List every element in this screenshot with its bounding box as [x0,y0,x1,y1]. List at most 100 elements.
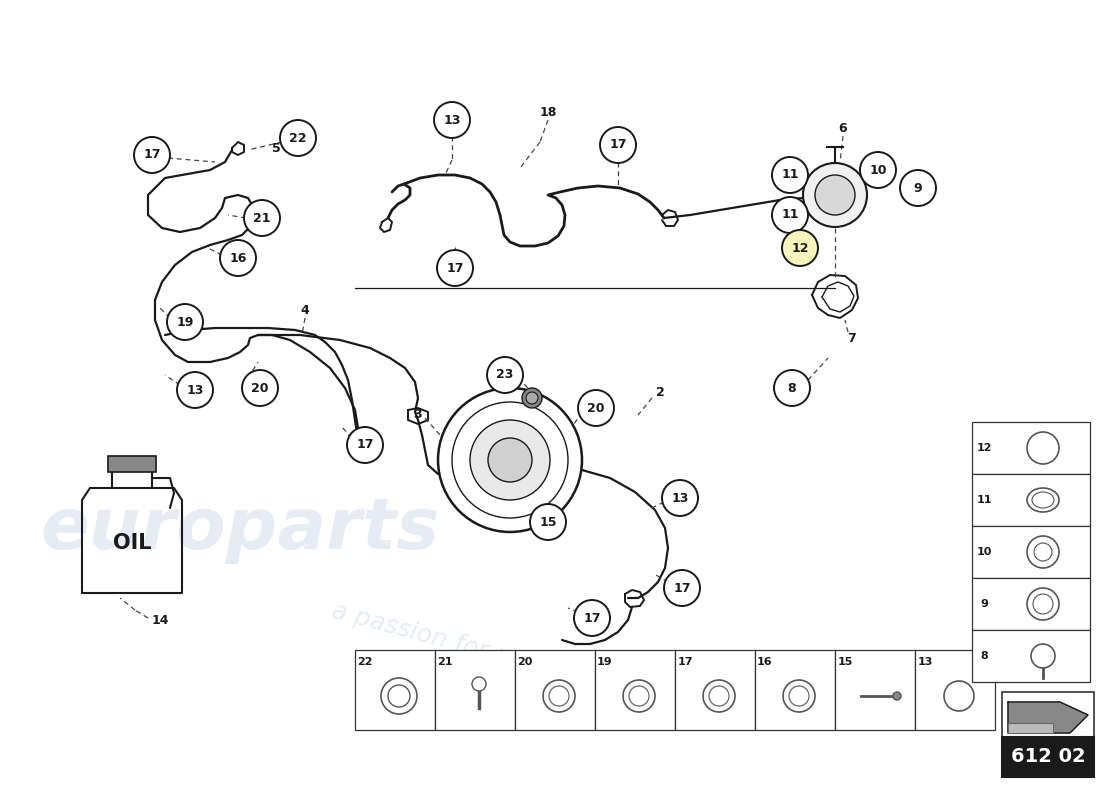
Bar [835,650,915,730]
Bar [1002,692,1094,737]
Text: 17: 17 [678,657,693,667]
Bar [1002,737,1094,777]
Text: 22: 22 [358,657,373,667]
Circle shape [526,392,538,404]
Text: 17: 17 [583,611,601,625]
Text: 13: 13 [917,657,933,667]
Circle shape [543,680,575,712]
Circle shape [600,127,636,163]
Bar [972,422,1090,474]
Text: europarts: europarts [41,495,440,565]
Text: 16: 16 [229,251,246,265]
Bar [972,474,1090,526]
Text: 22: 22 [289,131,307,145]
Text: 20: 20 [517,657,532,667]
Circle shape [803,163,867,227]
Bar [108,456,156,472]
Circle shape [244,200,280,236]
Text: 15: 15 [837,657,852,667]
Text: a passion for parts since: a passion for parts since [329,598,631,702]
Text: 12: 12 [791,242,808,254]
Text: 21: 21 [438,657,453,667]
Circle shape [1027,536,1059,568]
Circle shape [549,686,569,706]
Text: 23: 23 [496,369,514,382]
Text: 18: 18 [539,106,557,118]
Circle shape [703,680,735,712]
Text: 4: 4 [300,303,309,317]
Circle shape [167,304,204,340]
Text: 17: 17 [447,262,464,274]
Circle shape [280,120,316,156]
Text: 17: 17 [609,138,627,151]
Circle shape [177,372,213,408]
Text: 6: 6 [838,122,847,134]
Circle shape [783,680,815,712]
Text: 8: 8 [980,651,988,661]
Circle shape [1034,543,1052,561]
Circle shape [774,370,810,406]
Circle shape [772,197,808,233]
Circle shape [438,388,582,532]
Ellipse shape [1027,488,1059,512]
Circle shape [437,250,473,286]
Circle shape [434,102,470,138]
Circle shape [488,438,532,482]
Circle shape [860,152,896,188]
Circle shape [530,504,566,540]
Text: 13: 13 [186,383,204,397]
Circle shape [1033,594,1053,614]
Circle shape [346,427,383,463]
Text: 20: 20 [587,402,605,414]
Text: 5: 5 [272,142,280,154]
Text: 14: 14 [152,614,168,626]
Text: 17: 17 [673,582,691,594]
Bar [515,650,595,730]
Circle shape [574,600,611,636]
Text: 8: 8 [788,382,796,394]
Text: 3: 3 [414,409,422,422]
Text: 17: 17 [356,438,374,451]
Text: 15: 15 [539,515,557,529]
Circle shape [472,677,486,691]
Circle shape [1031,644,1055,668]
Text: 10: 10 [869,163,887,177]
Circle shape [487,357,522,393]
Circle shape [815,175,855,215]
Circle shape [134,137,170,173]
Text: 17: 17 [143,149,161,162]
Circle shape [1027,588,1059,620]
Bar [595,650,675,730]
Circle shape [900,170,936,206]
Circle shape [578,390,614,426]
Circle shape [381,678,417,714]
Text: 11: 11 [781,169,799,182]
Circle shape [944,681,974,711]
Circle shape [893,692,901,700]
Bar [972,578,1090,630]
Circle shape [772,157,808,193]
Circle shape [452,402,568,518]
Text: 11: 11 [977,495,992,505]
Text: 10: 10 [977,547,992,557]
Text: 12: 12 [977,443,992,453]
Circle shape [220,240,256,276]
Bar [355,650,434,730]
Text: 9: 9 [980,599,988,609]
Circle shape [1027,432,1059,464]
Circle shape [782,230,818,266]
Bar [1008,723,1053,733]
Circle shape [662,480,698,516]
Text: 19: 19 [176,315,194,329]
Bar [915,650,996,730]
Bar [972,630,1090,682]
Text: 13: 13 [671,491,689,505]
Text: 16: 16 [757,657,773,667]
Circle shape [470,420,550,500]
Text: 20: 20 [251,382,268,394]
Text: 13: 13 [443,114,461,126]
Text: 7: 7 [848,331,857,345]
Circle shape [242,370,278,406]
Polygon shape [1008,702,1088,733]
Circle shape [789,686,808,706]
